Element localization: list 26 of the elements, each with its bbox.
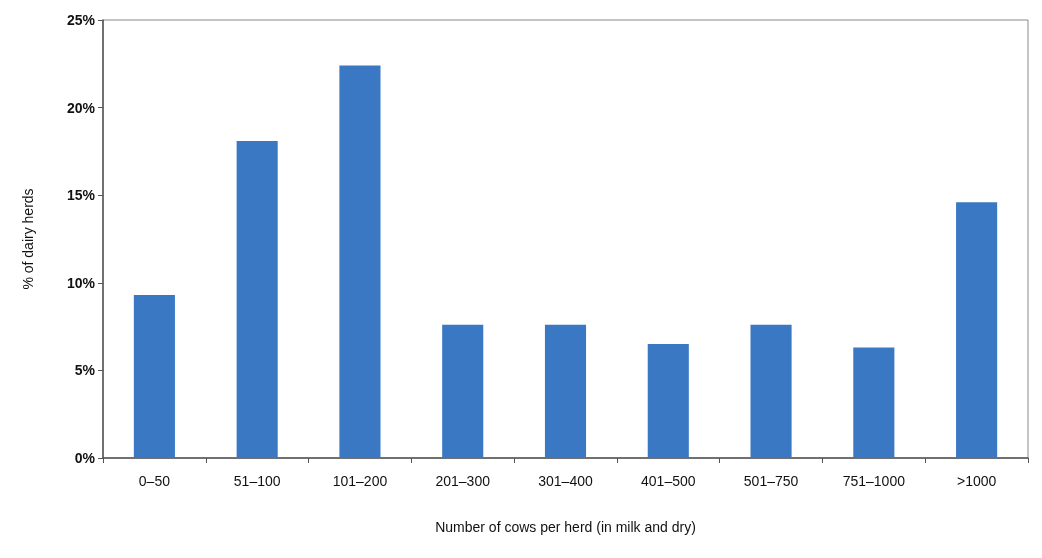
bar — [442, 324, 484, 458]
x-tick-label: 51–100 — [233, 473, 281, 489]
x-tick-label: 401–500 — [641, 473, 696, 489]
bar — [339, 65, 381, 458]
x-axis-title: Number of cows per herd (in milk and dry) — [435, 519, 696, 535]
x-tick-label: 101–200 — [332, 473, 388, 489]
bar — [750, 324, 792, 458]
bar — [853, 347, 895, 458]
bar — [133, 295, 175, 458]
y-tick-label: 20% — [66, 99, 96, 116]
bar — [236, 140, 278, 458]
bar — [544, 324, 587, 458]
y-tick-label: 10% — [66, 274, 96, 291]
x-tick-label: 501–750 — [743, 473, 799, 489]
bar — [647, 344, 689, 458]
y-tick-label: 5% — [74, 362, 96, 379]
y-tick-label: 0% — [74, 450, 96, 466]
x-tick-label: 201–300 — [435, 473, 491, 489]
y-tick-label: 15% — [66, 187, 96, 204]
x-tick-label: 0–50 — [138, 473, 171, 489]
x-tick-label: >1000 — [956, 473, 997, 489]
y-tick-label: 25% — [66, 12, 96, 28]
x-tick-label: 301–400 — [538, 473, 593, 489]
bar — [956, 202, 998, 458]
y-axis-title: % of dairy herds — [20, 188, 36, 290]
x-tick-label: 751–1000 — [842, 473, 906, 489]
